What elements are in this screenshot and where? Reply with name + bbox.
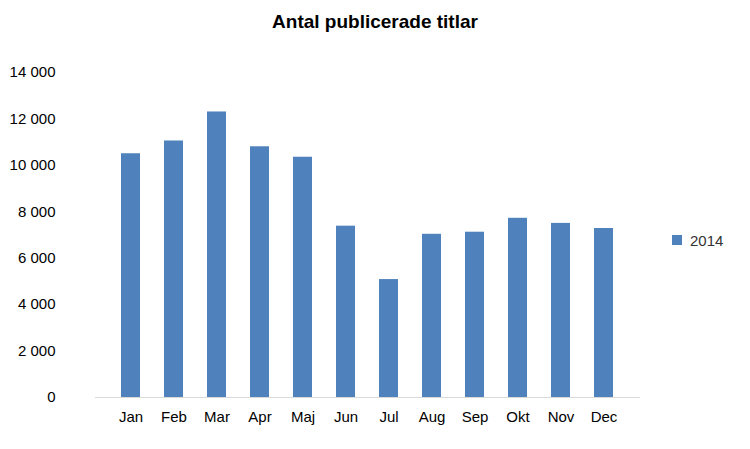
- svg-text:10 000: 10 000: [10, 156, 56, 173]
- svg-text:Jun: Jun: [334, 408, 358, 425]
- svg-text:2 000: 2 000: [18, 342, 56, 359]
- html-text:Antal publicerade titlar: Antal publicerade titlar: [272, 11, 478, 32]
- svg-text:4 000: 4 000: [18, 295, 56, 312]
- svg-text:0: 0: [47, 388, 55, 405]
- svg-text:Nov: Nov: [548, 408, 575, 425]
- svg-text:Apr: Apr: [248, 408, 271, 425]
- svg-text:14 000: 14 000: [10, 63, 56, 80]
- svg-text:Jan: Jan: [119, 408, 143, 425]
- html-text:2014: 2014: [690, 231, 724, 249]
- svg-text:Sep: Sep: [462, 408, 489, 425]
- svg-text:Feb: Feb: [161, 408, 187, 425]
- svg-text:Mar: Mar: [204, 408, 230, 425]
- svg-text:Okt: Okt: [506, 408, 530, 425]
- svg-text:Maj: Maj: [291, 408, 315, 425]
- svg-text:6 000: 6 000: [18, 249, 56, 266]
- svg-text:Jul: Jul: [379, 408, 398, 425]
- svg-text:8 000: 8 000: [18, 203, 56, 220]
- svg-text:Dec: Dec: [591, 408, 618, 425]
- svg-text:Aug: Aug: [419, 408, 446, 425]
- svg-text:12 000: 12 000: [10, 110, 56, 127]
